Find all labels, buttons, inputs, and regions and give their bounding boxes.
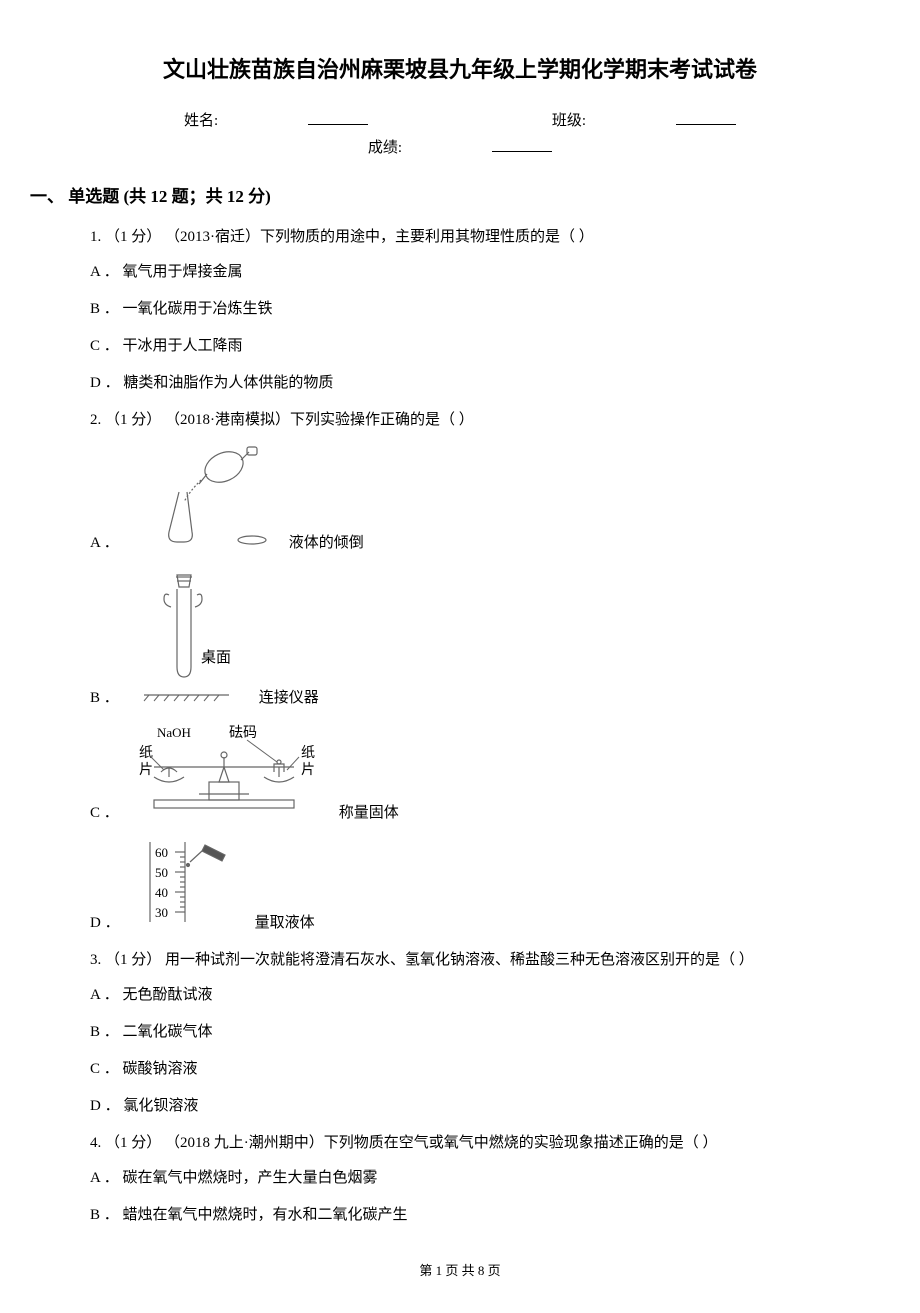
q2-option-c: C ．	[90, 722, 850, 827]
page-footer: 第 1 页 共 8 页	[70, 1259, 850, 1282]
q2-b-text: 连接仪器	[259, 685, 319, 712]
svg-text:片: 片	[139, 762, 153, 778]
svg-text:50: 50	[155, 865, 168, 880]
q1-option-b: B ． 一氧化碳用于冶炼生铁	[90, 296, 850, 323]
q2-c-text: 称量固体	[339, 800, 399, 827]
question-4: 4. （1 分） （2018 九上·潮州期中）下列物质在空气或氧气中燃烧的实验现…	[90, 1130, 850, 1229]
svg-text:40: 40	[155, 885, 168, 900]
measuring-liquid-diagram: 60 50 40 30	[130, 837, 240, 937]
q4-stem: 4. （1 分） （2018 九上·潮州期中）下列物质在空气或氧气中燃烧的实验现…	[90, 1130, 850, 1157]
svg-text:NaOH: NaOH	[157, 725, 191, 740]
svg-text:30: 30	[155, 905, 168, 920]
q3-option-d: D ． 氯化钡溶液	[90, 1093, 850, 1120]
svg-text:砝码: 砝码	[229, 725, 257, 741]
class-field: 班级:	[507, 113, 781, 129]
q2-c-label: C ．	[90, 800, 119, 827]
q4-option-a: A ． 碳在氧气中燃烧时，产生大量白色烟雾	[90, 1165, 850, 1192]
question-2: 2. （1 分） （2018·港南模拟）下列实验操作正确的是（ ） A ．	[90, 407, 850, 937]
q1-option-d: D ． 糖类和油脂作为人体供能的物质	[90, 370, 850, 397]
q2-stem: 2. （1 分） （2018·港南模拟）下列实验操作正确的是（ ）	[90, 407, 850, 434]
question-1: 1. （1 分） （2013·宿迁）下列物质的用途中，主要利用其物理性质的是（ …	[90, 224, 850, 397]
svg-text:纸: 纸	[301, 745, 315, 761]
q3-stem: 3. （1 分） 用一种试剂一次就能将澄清石灰水、氢氧化钠溶液、稀盐酸三种无色溶…	[90, 947, 850, 974]
q2-option-a: A ． 液体的倾倒	[90, 442, 850, 557]
pouring-liquid-diagram	[129, 442, 274, 557]
q2-d-text: 量取液体	[255, 910, 315, 937]
table-label: 桌面	[201, 649, 231, 666]
score-field: 成绩:	[323, 140, 597, 156]
q2-option-b: B ．	[90, 567, 850, 712]
q2-b-label: B ．	[90, 685, 119, 712]
svg-text:纸: 纸	[139, 745, 153, 761]
q1-option-c: C ． 干冰用于人工降雨	[90, 333, 850, 360]
q2-a-text: 液体的倾倒	[289, 530, 364, 557]
q1-option-a: A ． 氧气用于焊接金属	[90, 259, 850, 286]
question-3: 3. （1 分） 用一种试剂一次就能将澄清石灰水、氢氧化钠溶液、稀盐酸三种无色溶…	[90, 947, 850, 1120]
exam-title: 文山壮族苗族自治州麻栗坡县九年级上学期化学期末考试试卷	[70, 50, 850, 90]
header-fields: 姓名: 班级: 成绩:	[70, 108, 850, 162]
svg-text:片: 片	[301, 762, 315, 778]
q3-option-b: B ． 二氧化碳气体	[90, 1019, 850, 1046]
weighing-solid-diagram: NaOH 纸 片 砝码 纸 片	[129, 722, 324, 827]
q3-option-a: A ． 无色酚酞试液	[90, 982, 850, 1009]
q2-d-label: D ．	[90, 910, 120, 937]
q2-option-d: D ．	[90, 837, 850, 937]
connecting-apparatus-diagram: 桌面	[129, 567, 244, 712]
q3-option-c: C ． 碳酸钠溶液	[90, 1056, 850, 1083]
q1-stem: 1. （1 分） （2013·宿迁）下列物质的用途中，主要利用其物理性质的是（ …	[90, 224, 850, 251]
section-1-header: 一、 单选题 (共 12 题；共 12 分)	[30, 182, 850, 213]
name-field: 姓名:	[139, 113, 413, 129]
q2-a-label: A ．	[90, 530, 119, 557]
q4-option-b: B ． 蜡烛在氧气中燃烧时，有水和二氧化碳产生	[90, 1202, 850, 1229]
svg-text:60: 60	[155, 845, 168, 860]
